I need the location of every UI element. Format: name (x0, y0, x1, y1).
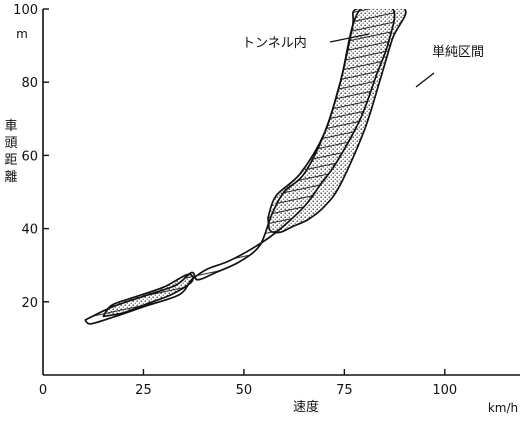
region-fill-1 (268, 9, 406, 233)
ticks: 0 25 50 75 100 20 40 60 80 100 (13, 3, 457, 398)
region-fill-2 (103, 274, 193, 317)
y-axis-unit: m (16, 27, 28, 41)
x-tick-label: 0 (39, 383, 47, 398)
y-tick-label: 20 (21, 296, 38, 311)
annotation-leader (415, 72, 435, 88)
y-axis-title-char: 距 (4, 153, 17, 168)
y-tick-label: 40 (21, 223, 38, 238)
region-outline-1 (267, 9, 407, 234)
annotation-leader (329, 33, 370, 43)
y-tick-label: 80 (21, 76, 38, 91)
x-axis-title: 速度 (293, 399, 319, 415)
region-outline-2 (102, 273, 194, 318)
y-axis-title-char: 離 (4, 170, 17, 185)
x-tick-label: 100 (432, 383, 457, 398)
y-axis-title-char: 車 (4, 119, 17, 134)
annotation-label: トンネル内 (242, 35, 307, 51)
x-tick-label: 75 (336, 383, 353, 398)
x-axis-unit: km/h (488, 401, 518, 415)
y-tick-label: 100 (13, 3, 38, 18)
axes (42, 9, 520, 376)
region-outline-0 (84, 9, 396, 325)
x-tick-label: 25 (135, 383, 152, 398)
y-axis-title-char: 頭 (4, 136, 17, 151)
regions (84, 9, 407, 325)
x-tick-label: 50 (236, 383, 253, 398)
y-tick-label: 60 (21, 149, 38, 164)
annotation-label: 単純区間 (432, 44, 484, 60)
